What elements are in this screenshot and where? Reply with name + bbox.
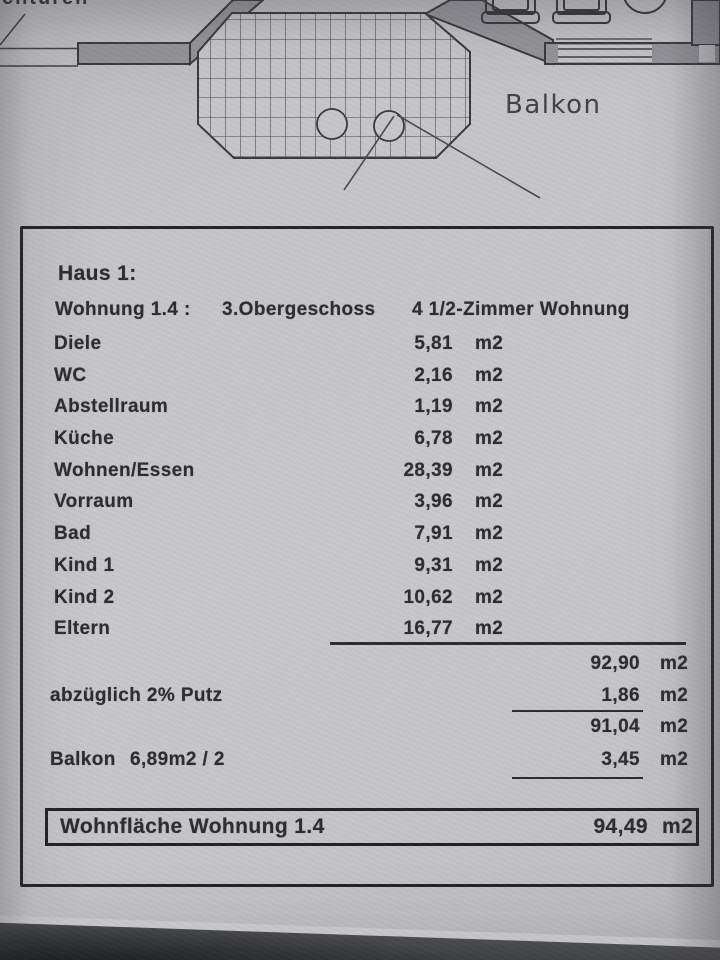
subtotal-value: 92,90 [590,653,640,674]
after-deduction-row: 91,04 m2 [23,716,711,738]
room-name: Kind 2 [54,586,115,608]
unit-label: m2 [475,459,504,481]
table-row: Küche 6,78 m2 [23,424,711,456]
balkon-row-value: 3,45 [601,749,640,770]
room-area: 1,19 [414,396,453,418]
table-row: Diele 5,81 m2 [23,329,711,361]
window-symbol-right [556,38,715,62]
unit-label: m2 [475,364,504,386]
total-label: Wohnfläche Wohnung 1.4 [60,815,325,838]
chair-symbol [552,0,611,24]
room-name: Vorraum [54,491,134,513]
sum-line [330,642,686,645]
unit-label: m2 [660,716,689,737]
unit-label: m2 [475,428,504,450]
subtotal-row: 92,90 m2 [23,653,711,675]
table-symbol [623,0,667,14]
table-row: Kind 2 10,62 m2 [23,583,711,615]
deduction-value: 1,86 [601,685,640,706]
total-area-box: Wohnfläche Wohnung 1.4 94,49 m2 [45,808,699,846]
chair-symbol [481,0,540,24]
room-name: Diele [54,333,102,354]
leader-lines [343,114,541,199]
room-area: 6,78 [414,428,453,450]
room-name: Wohnen/Essen [54,459,195,481]
unit-label: m2 [660,685,689,706]
room-list: Diele 5,81 m2 WC 2,16 m2 Abstellraum 1,1… [23,329,711,646]
unit-label: m2 [475,523,504,545]
balkon-row: Balkon 6,89m2 / 2 3,45 m2 [23,749,711,771]
balkon-row-detail: 6,89m2 / 2 [130,749,225,770]
plant-circle [373,110,405,142]
unit-label: m2 [662,815,694,838]
sum-line [512,777,643,779]
unit-label: m2 [475,554,504,576]
table-row: Vorraum 3,96 m2 [23,487,711,519]
unit-label: m2 [660,653,689,674]
sum-line [512,710,643,712]
room-area: 28,39 [403,459,453,481]
room-name: Küche [54,428,115,450]
table-row: Bad 7,91 m2 [23,519,711,551]
room-area: 3,96 [414,491,453,513]
unit-label: m2 [475,333,504,354]
floor-label: 3.Obergeschoss [222,299,376,320]
deduction-row: abzüglich 2% Putz 1,86 m2 [23,685,711,707]
table-row: Kind 1 9,31 m2 [23,551,711,583]
window-symbol-left [0,13,78,67]
unit-label: m2 [660,749,689,770]
room-area: 5,81 [414,333,453,354]
room-area: 7,91 [414,523,453,545]
apartment-type: 4 1/2-Zimmer Wohnung [412,299,630,320]
table-row: Wohnen/Essen 28,39 m2 [23,456,711,488]
table-row: Abstellraum 1,19 m2 [23,392,711,424]
total-value: 94,49 [593,815,648,838]
unit-label: m2 [475,396,504,418]
clipped-top-text: chtüren [2,0,152,10]
floor-plan-drawing: Balkon [0,0,720,199]
room-area: 9,31 [414,554,453,576]
deduction-label: abzüglich 2% Putz [50,685,223,706]
apartment-subtitle: Wohnung 1.4 : 3.Obergeschoss 4 1/2-Zimme… [23,299,711,323]
room-name: Eltern [54,618,111,640]
room-name: Kind 1 [54,554,115,576]
plant-circle [316,108,348,140]
balkon-label: Balkon [505,90,602,120]
apartment-number: Wohnung 1.4 : [55,299,191,320]
page-title: Haus 1: [58,262,137,285]
room-name: WC [54,364,87,386]
unit-label: m2 [475,491,504,513]
area-table-box: Haus 1: Wohnung 1.4 : 3.Obergeschoss 4 1… [20,226,714,887]
table-row: WC 2,16 m2 [23,361,711,393]
room-area: 10,62 [403,586,453,608]
unit-label: m2 [475,618,504,640]
room-area: 2,16 [414,364,453,386]
room-area: 16,77 [403,618,453,640]
unit-label: m2 [475,586,504,608]
room-name: Bad [54,523,92,545]
table-row: Eltern 16,77 m2 [23,614,711,646]
room-name: Abstellraum [54,396,169,418]
balkon-row-label: Balkon [50,749,116,770]
after-deduction-value: 91,04 [590,716,640,737]
